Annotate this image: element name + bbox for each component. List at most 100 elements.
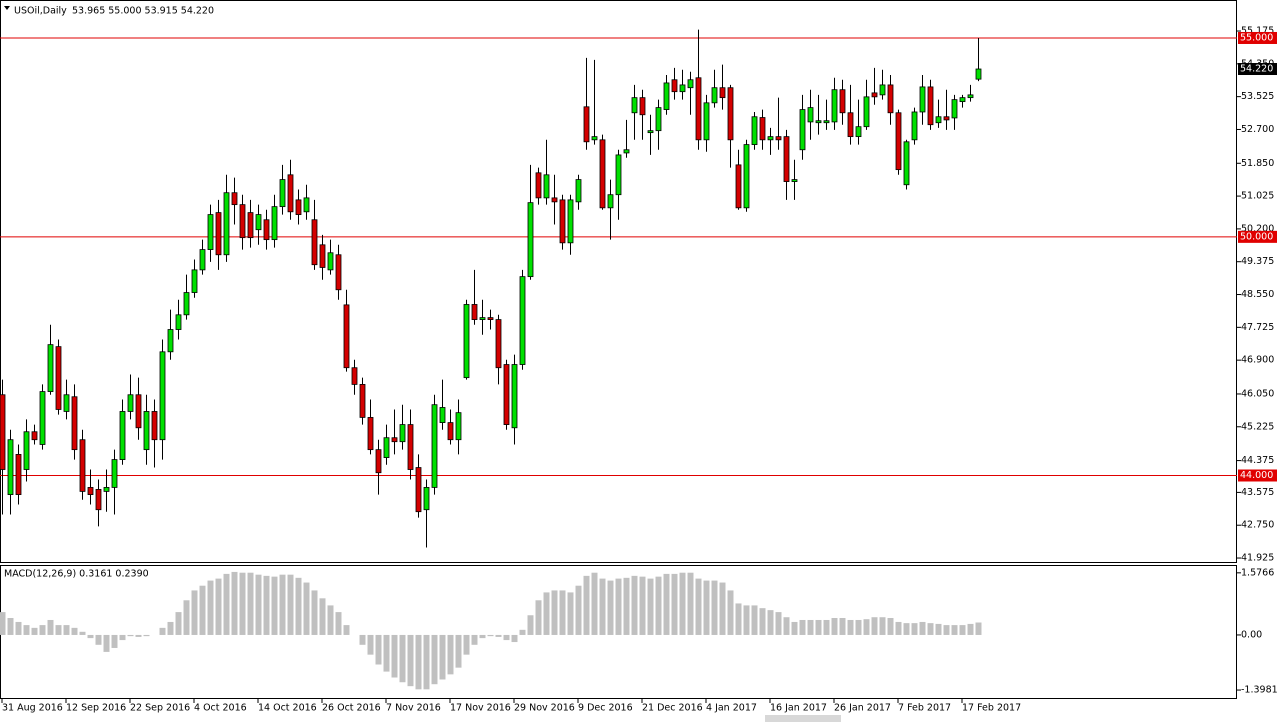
candle-body	[391, 437, 398, 443]
y-tick-label: 51.025	[1241, 191, 1274, 202]
candle-body	[191, 269, 198, 293]
macd-bar	[743, 605, 750, 635]
candle-body	[71, 396, 78, 451]
candle-body	[791, 179, 798, 182]
macd-bar	[319, 598, 326, 635]
y-tick-label: 47.725	[1241, 322, 1274, 333]
candle-body	[15, 454, 22, 495]
candle-body	[759, 117, 766, 141]
macd-bar	[663, 573, 670, 635]
macd-bar	[935, 623, 942, 635]
x-tick-label: 17 Feb 2017	[962, 703, 1021, 714]
candle-body	[823, 120, 830, 124]
level-label-box	[1238, 469, 1277, 482]
candle-body	[143, 411, 150, 451]
candle-body	[31, 431, 38, 441]
candle-body	[119, 411, 126, 460]
macd-bar	[439, 634, 446, 680]
macd-bar	[679, 572, 686, 635]
candle-body	[223, 192, 230, 256]
candle-body	[735, 164, 742, 209]
candle-body	[383, 437, 390, 458]
macd-bar	[375, 634, 382, 665]
macd-bar	[175, 612, 182, 635]
macd-bar	[415, 634, 422, 690]
y-tick-label: 49.375	[1241, 256, 1274, 267]
macd-bar	[423, 634, 430, 690]
candle-body	[591, 136, 598, 141]
candle-body	[175, 314, 182, 330]
y-tick-label: 45.225	[1241, 421, 1274, 432]
macd-bar	[399, 634, 406, 683]
macd-bar	[775, 612, 782, 635]
candle-body	[727, 87, 734, 141]
candle-body	[495, 319, 502, 369]
y-tick-label: 51.850	[1241, 158, 1274, 169]
x-tick-label: 16 Jan 2017	[770, 703, 827, 714]
macd-bar	[343, 625, 350, 635]
x-tick-label: 17 Nov 2016	[450, 703, 511, 714]
candle-body	[847, 112, 854, 138]
macd-bar	[567, 592, 574, 635]
candle-body	[95, 489, 102, 511]
macd-bar	[639, 576, 646, 635]
y-tick-label: 48.550	[1241, 289, 1274, 300]
candle-body	[415, 467, 422, 513]
candle-body	[575, 179, 582, 203]
macd-bar	[295, 577, 302, 635]
macd-bar	[383, 634, 390, 672]
y-tick-label: 0.00	[1241, 629, 1262, 640]
candle-body	[455, 412, 462, 441]
candle-body	[615, 154, 622, 196]
macd-bar	[951, 625, 958, 635]
candle-body	[967, 94, 974, 99]
candle-body	[663, 82, 670, 110]
macd-bar	[695, 578, 702, 635]
candle-body	[0, 394, 6, 470]
macd-bar	[103, 634, 110, 652]
macd-bar	[311, 590, 318, 635]
last-price-label: 54.220	[1240, 64, 1273, 75]
candle-body	[359, 384, 366, 418]
macd-bar	[119, 634, 126, 641]
candle-body	[431, 404, 438, 488]
candle-body	[631, 97, 638, 114]
macd-bar	[247, 572, 254, 635]
candle-body	[559, 199, 566, 244]
candle-body	[751, 116, 758, 145]
candle-body	[767, 136, 774, 141]
macd-bar	[583, 575, 590, 635]
macd-bar	[455, 634, 462, 668]
macd-bar	[751, 605, 758, 635]
candle-body	[399, 424, 406, 443]
macd-bar	[887, 618, 894, 635]
candle-body	[863, 96, 870, 128]
macd-bar	[727, 590, 734, 635]
candle-body	[623, 149, 630, 154]
macd-bar	[967, 623, 974, 635]
candle-body	[439, 407, 446, 423]
macd-bar	[239, 572, 246, 635]
candle-body	[583, 106, 590, 143]
candle-body	[295, 199, 302, 215]
macd-bar	[919, 621, 926, 635]
macd-bar	[287, 574, 294, 635]
candle-body	[103, 487, 110, 492]
level-label: 50.000	[1240, 231, 1273, 242]
macd-bar	[791, 621, 798, 635]
macd-bar	[231, 571, 238, 635]
candle-body	[367, 417, 374, 451]
candle-body	[551, 197, 558, 203]
candle-body	[695, 77, 702, 141]
macd-bar	[367, 634, 374, 655]
macd-bar	[303, 582, 310, 635]
macd-bar	[39, 625, 46, 635]
macd-bar	[159, 627, 166, 635]
candle-body	[151, 411, 158, 441]
macd-bar	[23, 625, 30, 635]
candle-body	[599, 139, 606, 209]
macd-bar	[975, 622, 982, 635]
macd-bar	[719, 582, 726, 635]
candle-body	[23, 431, 30, 470]
